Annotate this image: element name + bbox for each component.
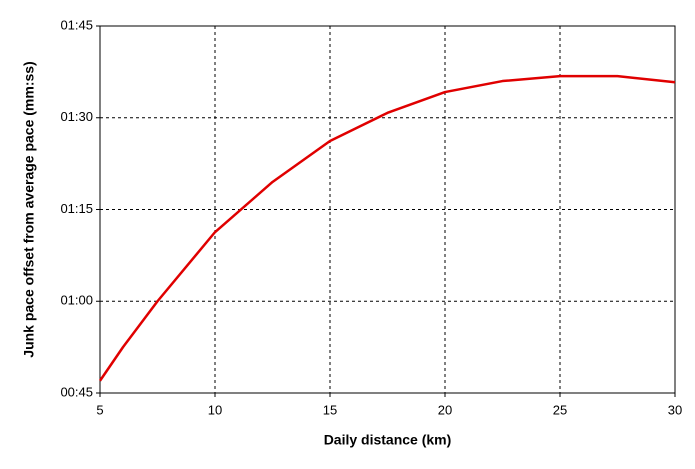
line-series [98, 74, 676, 382]
x-axis-title: Daily distance (km) [324, 432, 452, 448]
x-tick-label: 5 [96, 402, 103, 417]
y-tick-label: 01:30 [60, 109, 93, 124]
x-tick-label: 20 [438, 402, 452, 417]
x-tick-label: 10 [208, 402, 222, 417]
y-tick-label: 01:15 [60, 201, 93, 216]
y-tick-label: 01:00 [60, 293, 93, 308]
x-tick-label: 25 [553, 402, 567, 417]
y-tick-label: 01:45 [60, 17, 93, 32]
plot-frame [99, 25, 676, 394]
y-tick-label: 00:45 [60, 384, 93, 399]
x-tick-label: 15 [323, 402, 337, 417]
y-axis-title: Junk pace offset from average pace (mm:s… [21, 61, 37, 357]
x-tick-label: 30 [668, 402, 682, 417]
